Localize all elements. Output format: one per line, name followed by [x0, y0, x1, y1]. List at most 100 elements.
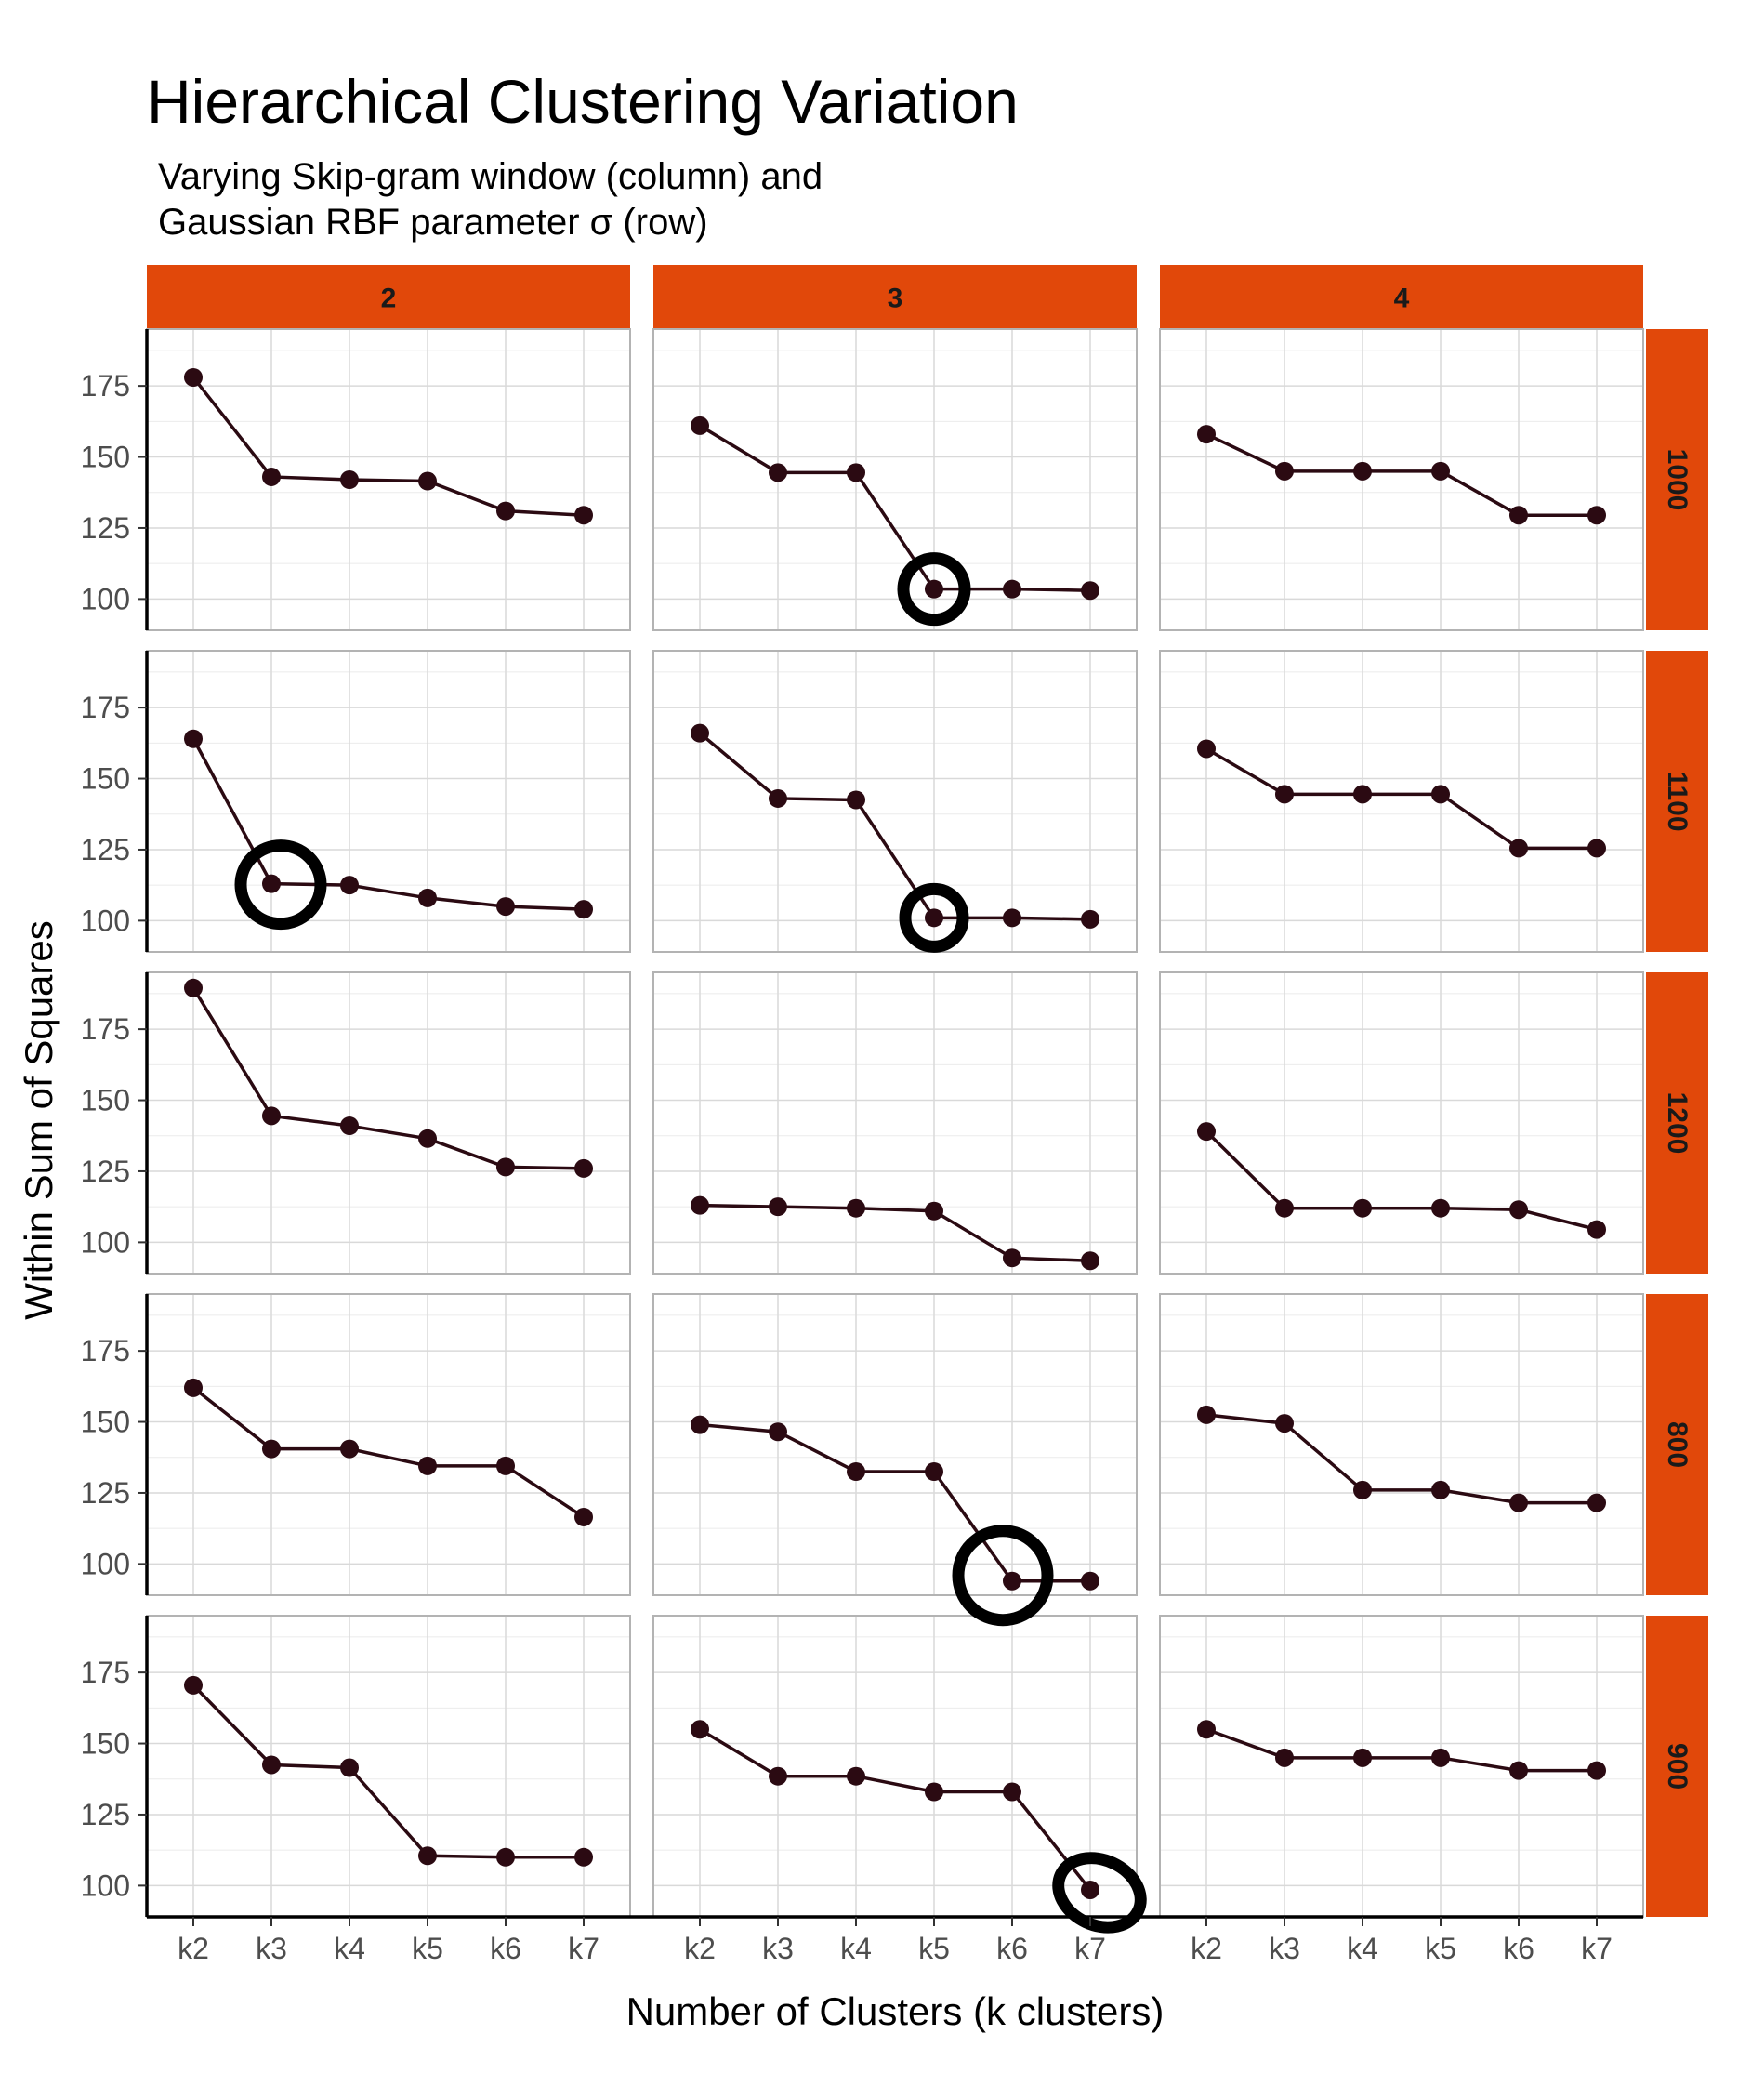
column-strip-2 [147, 265, 630, 329]
y-tick-label: 175 [81, 1334, 130, 1367]
x-tick-label-k6: k6 [1503, 1932, 1534, 1965]
y-tick-label: 175 [81, 691, 130, 724]
data-point-k2 [691, 1195, 709, 1215]
column-strip-label: 2 [381, 284, 397, 314]
data-point-k2 [691, 1720, 709, 1739]
y-tick-label: 175 [81, 369, 130, 403]
panel-border [1159, 328, 1644, 631]
data-point-k3 [262, 1755, 281, 1775]
highlight-ring [1052, 1852, 1147, 1934]
panel-1200-2 [146, 971, 631, 1275]
x-tick-label-k4: k4 [334, 1932, 365, 1965]
y-tick-label: 150 [81, 1727, 130, 1761]
x-tick-label-k5: k5 [412, 1932, 443, 1965]
y-tick-label: 100 [81, 1225, 130, 1259]
data-point-k3 [262, 874, 281, 893]
data-point-k4 [340, 1116, 359, 1136]
series-line [1205, 746, 1597, 851]
panel-border [146, 1615, 631, 1918]
data-point-k6 [496, 1847, 515, 1867]
series-line [699, 424, 1091, 592]
panel-900-4 [1159, 1615, 1644, 1918]
series-line [699, 1422, 1090, 1583]
data-point-k6 [1509, 1200, 1528, 1220]
row-strip-1200 [1646, 972, 1708, 1274]
column-strip-label: 4 [1394, 284, 1410, 314]
panel-border [652, 328, 1138, 631]
x-tick-label-k6: k6 [996, 1932, 1028, 1965]
panel-1000-4 [1159, 328, 1644, 631]
data-point-k5 [418, 471, 437, 491]
x-tick-label-k7: k7 [568, 1932, 599, 1965]
row-strip-label: 1000 [1662, 449, 1692, 511]
panel-border [652, 1293, 1138, 1596]
data-point-k4 [847, 1766, 865, 1786]
data-point-k5 [1431, 1748, 1450, 1767]
data-point-k6 [1003, 579, 1021, 599]
row-strip-label: 900 [1662, 1743, 1692, 1790]
x-tick-label-k3: k3 [762, 1932, 794, 1965]
data-point-k2 [1197, 425, 1216, 444]
data-point-k3 [769, 1422, 787, 1442]
panel-border [652, 971, 1138, 1275]
data-point-k7 [1587, 1220, 1606, 1239]
data-point-k7 [1081, 909, 1099, 929]
chart-subtitle-line-1: Varying Skip-gram window (column) and [158, 156, 823, 197]
panel-800-4 [1159, 1293, 1644, 1596]
data-point-k7 [574, 506, 593, 525]
data-point-k3 [1275, 1198, 1294, 1218]
panel-1200-4 [1159, 971, 1644, 1275]
y-tick-label: 125 [81, 1798, 130, 1831]
data-point-k4 [340, 1758, 359, 1777]
data-point-k7 [1081, 581, 1099, 601]
panel-1100-3 [652, 650, 1138, 953]
x-tick-label-k6: k6 [490, 1932, 521, 1965]
data-point-k4 [1353, 785, 1372, 804]
x-tick-label-k3: k3 [1269, 1932, 1300, 1965]
highlight-ring [899, 882, 969, 953]
series-line [191, 1684, 584, 1859]
panel-border [1159, 971, 1644, 1275]
data-point-k6 [1509, 1493, 1528, 1512]
x-tick-label-k7: k7 [1074, 1932, 1106, 1965]
x-axis-title: Number of Clusters (k clusters) [626, 1989, 1165, 2033]
y-tick-label: 100 [81, 1869, 130, 1902]
series-line [1205, 1413, 1597, 1505]
y-tick-label: 175 [81, 1656, 130, 1689]
data-point-k2 [1197, 1122, 1216, 1142]
series-line [699, 1203, 1091, 1262]
panel-border [652, 650, 1138, 953]
data-point-k7 [574, 1507, 593, 1526]
data-point-k4 [1353, 1198, 1372, 1218]
data-point-k6 [496, 501, 515, 521]
chart-subtitle-line-2: Gaussian RBF parameter σ (row) [158, 202, 708, 243]
data-point-k7 [1587, 1761, 1606, 1780]
series-line [191, 1386, 585, 1519]
data-point-k3 [262, 1106, 281, 1126]
column-strip-4 [1160, 265, 1643, 329]
series-line [191, 376, 585, 517]
series-line [699, 1727, 1092, 1892]
highlight-ring [952, 1525, 1054, 1627]
data-point-k7 [1587, 839, 1606, 858]
panel-border [1159, 1615, 1644, 1918]
series-line [191, 737, 585, 911]
data-point-k7 [574, 1847, 593, 1867]
data-point-k5 [925, 1782, 943, 1802]
data-point-k5 [925, 908, 943, 928]
data-point-k3 [1275, 1414, 1294, 1433]
y-tick-label: 125 [81, 1155, 130, 1188]
data-point-k3 [262, 467, 281, 486]
y-tick-label: 125 [81, 511, 130, 545]
data-point-k2 [691, 416, 709, 435]
y-tick-label: 125 [81, 1476, 130, 1510]
data-point-k2 [691, 1415, 709, 1434]
panel-border [1159, 1293, 1644, 1596]
data-point-k4 [847, 790, 865, 810]
data-point-k3 [769, 1766, 787, 1786]
data-point-k3 [1275, 461, 1294, 481]
data-point-k2 [184, 367, 203, 387]
data-point-k4 [340, 470, 359, 489]
